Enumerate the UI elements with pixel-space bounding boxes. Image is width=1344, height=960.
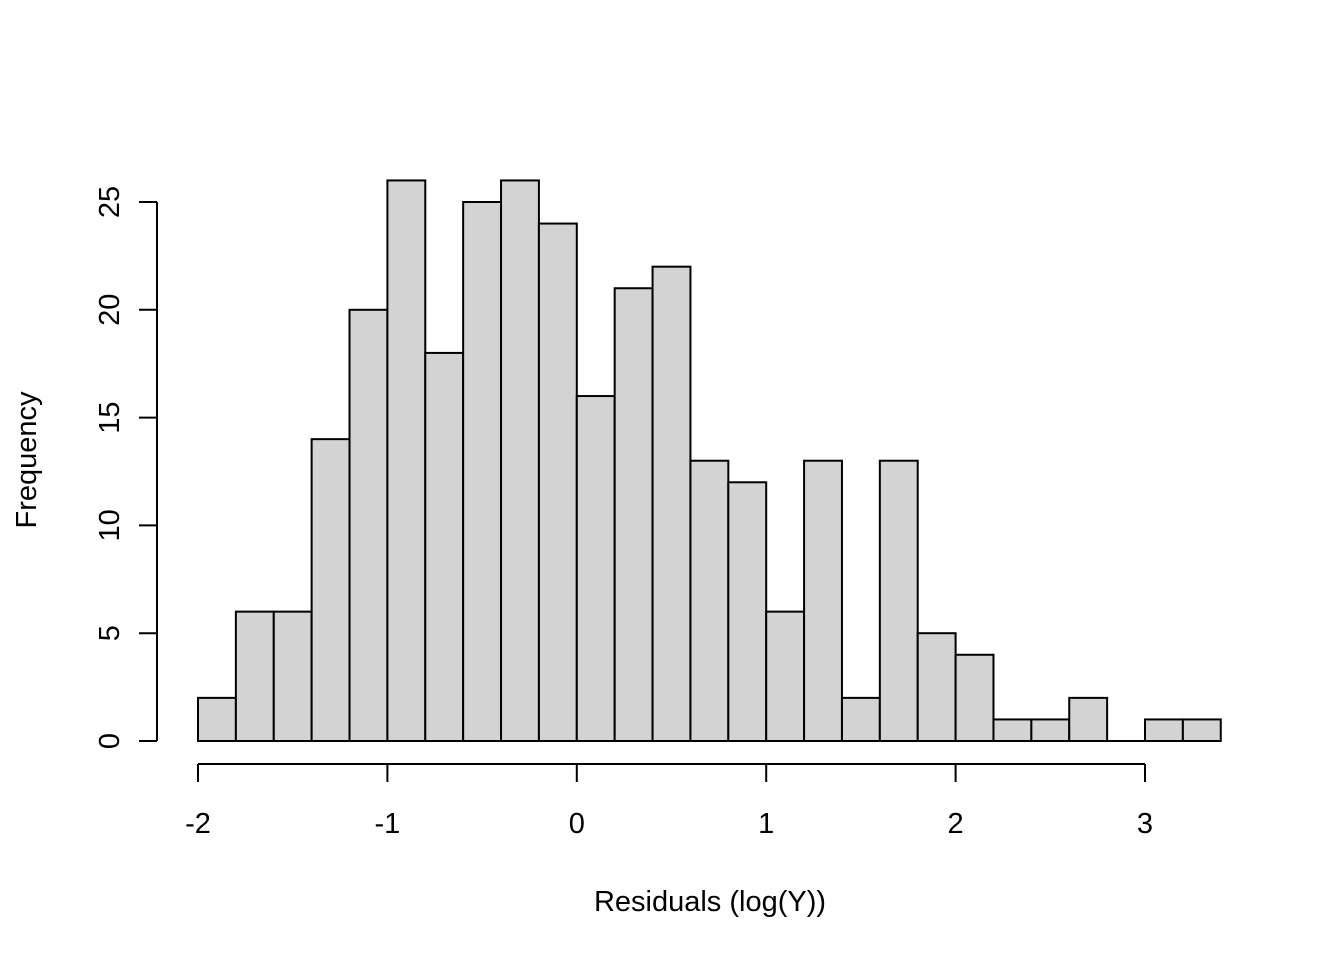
y-tick-label: 0 bbox=[94, 733, 126, 749]
histogram-bar bbox=[272, 610, 313, 743]
histogram-bar bbox=[234, 610, 275, 743]
histogram-bar bbox=[916, 632, 957, 743]
y-axis-label: Frequency bbox=[11, 391, 43, 529]
histogram-bar bbox=[954, 653, 995, 743]
y-tick-label: 15 bbox=[94, 401, 126, 433]
histogram-bar bbox=[992, 718, 1033, 743]
histogram-bar bbox=[462, 201, 503, 742]
histogram-bar bbox=[386, 179, 427, 742]
histogram-bar bbox=[840, 696, 881, 743]
y-tick-label: 25 bbox=[94, 186, 126, 218]
histogram-bar bbox=[1181, 718, 1222, 743]
bars-group bbox=[197, 179, 1222, 743]
histogram-bar bbox=[537, 222, 578, 742]
x-tick-label: 0 bbox=[569, 808, 585, 840]
histogram-bar bbox=[803, 459, 843, 742]
histogram-bar bbox=[727, 481, 768, 742]
histogram-bar bbox=[348, 308, 389, 742]
histogram-bar bbox=[1068, 696, 1109, 743]
y-axis: 0 5 10 15 20 25 bbox=[94, 186, 158, 749]
histogram-bar bbox=[310, 438, 351, 742]
histogram-bar bbox=[765, 610, 806, 743]
histogram-bar bbox=[500, 179, 540, 742]
y-tick-label: 20 bbox=[94, 294, 126, 326]
histogram-bar bbox=[689, 459, 730, 742]
histogram-bar bbox=[575, 395, 616, 742]
x-tick-label: -1 bbox=[375, 808, 401, 840]
histogram-bar bbox=[197, 696, 237, 743]
histogram-bar bbox=[424, 351, 465, 742]
x-tick-label: 1 bbox=[758, 808, 774, 840]
x-axis-label: Residuals (log(Y)) bbox=[594, 886, 826, 918]
y-tick-label: 10 bbox=[94, 509, 126, 541]
y-tick-label: 5 bbox=[94, 625, 126, 641]
histogram-bar bbox=[651, 265, 692, 742]
x-axis: -2 -1 0 1 2 3 bbox=[185, 763, 1153, 840]
histogram-bar bbox=[1144, 718, 1184, 743]
x-tick-label: 3 bbox=[1137, 808, 1153, 840]
histogram-bar bbox=[613, 287, 654, 742]
x-tick-label: 2 bbox=[948, 808, 964, 840]
histogram-bar bbox=[1030, 718, 1071, 743]
x-tick-label: -2 bbox=[185, 808, 211, 840]
histogram-bar bbox=[878, 459, 919, 742]
